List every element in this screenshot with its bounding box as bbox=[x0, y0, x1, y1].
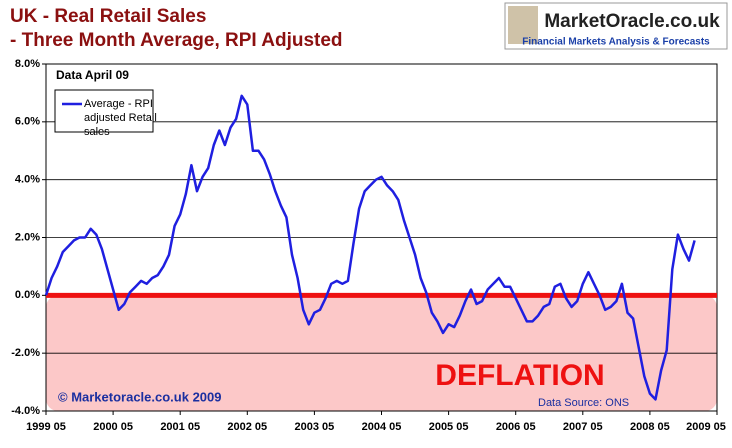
y-tick-label: 6.0% bbox=[15, 116, 40, 128]
y-tick-label: 2.0% bbox=[15, 231, 40, 243]
x-tick-label: 2004 05 bbox=[362, 421, 402, 433]
y-tick-label: 4.0% bbox=[15, 174, 40, 186]
logo-tagline: Financial Markets Analysis & Forecasts bbox=[522, 37, 710, 48]
data-line bbox=[44, 94, 696, 401]
logo-box bbox=[504, 2, 728, 50]
legend-box bbox=[54, 89, 154, 133]
y-tick-label: 8.0% bbox=[15, 58, 40, 70]
y-tick-label: 0.0% bbox=[15, 289, 40, 301]
x-tick-label: 2007 05 bbox=[563, 421, 603, 433]
x-tick-label: 1999 05 bbox=[26, 421, 66, 433]
source: Data Source: ONS bbox=[538, 397, 629, 409]
x-tick-label: 2002 05 bbox=[227, 421, 267, 433]
logo-icon bbox=[508, 6, 538, 44]
title-line: - Three Month Average, RPI Adjusted bbox=[10, 30, 343, 51]
logo-name: MarketOracle.co.uk bbox=[544, 11, 720, 32]
legend-label: Average - RPI adjusted Retail sales bbox=[84, 98, 157, 138]
deflation-label: DEFLATION bbox=[435, 359, 604, 392]
x-tick-label: 2009 05 bbox=[686, 421, 726, 433]
y-tick-label: -4.0% bbox=[11, 405, 40, 417]
y-tick-label: -2.0% bbox=[11, 347, 40, 359]
title-line: UK - Real Retail Sales bbox=[10, 6, 207, 27]
x-tick-label: 2001 05 bbox=[160, 421, 200, 433]
annotation-date: Data April 09 bbox=[56, 68, 129, 82]
x-tick-label: 2000 05 bbox=[93, 421, 133, 433]
copyright: © Marketoracle.co.uk 2009 bbox=[58, 389, 222, 404]
x-tick-label: 2003 05 bbox=[295, 421, 335, 433]
x-tick-label: 2006 05 bbox=[496, 421, 536, 433]
x-tick-label: 2008 05 bbox=[630, 421, 670, 433]
x-tick-label: 2005 05 bbox=[429, 421, 469, 433]
